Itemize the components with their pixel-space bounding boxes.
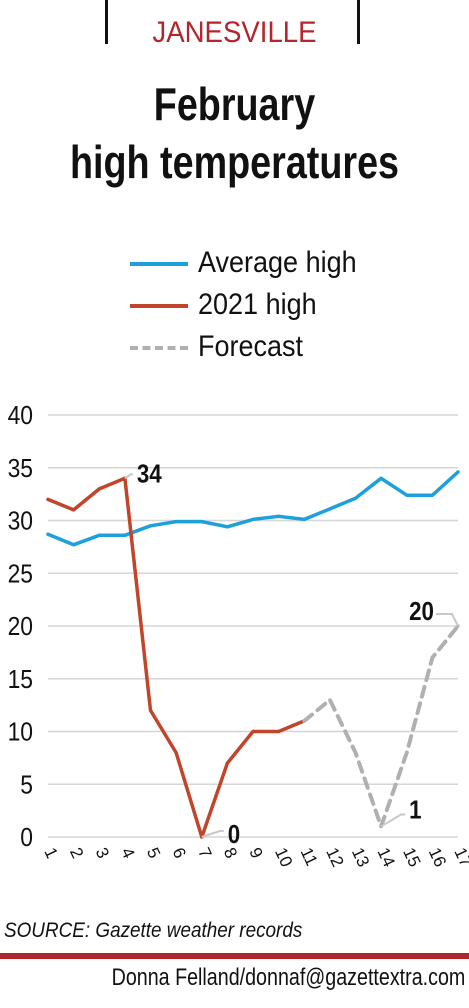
x-tick-label: 10 — [271, 845, 296, 870]
series-average-high-point — [225, 525, 229, 529]
x-tick-label: 14 — [373, 845, 398, 870]
series-2021-high-point — [46, 497, 50, 501]
legend-label-2021: 2021 high — [198, 288, 317, 321]
source-note: SOURCE: Gazette weather records — [4, 919, 303, 942]
data-label: 1 — [409, 796, 421, 825]
x-tick-label: 7 — [194, 845, 215, 862]
kicker-label: JANESVILLE — [152, 16, 317, 49]
x-tick-label: 11 — [297, 845, 322, 869]
legend-item-forecast: Forecast — [130, 328, 430, 370]
header: JANESVILLE — [0, 0, 469, 60]
x-tick-label: 4 — [117, 845, 138, 862]
series-2021-high-point — [251, 729, 255, 734]
series-average-high-point — [302, 517, 306, 522]
series-average-high-point — [148, 524, 153, 528]
series-2021-high-point — [148, 708, 153, 712]
legend: Average high 2021 high Forecast — [130, 244, 430, 370]
series-2021-high-point — [97, 487, 101, 491]
series-2021-high-point — [72, 508, 76, 512]
x-tick-label: 15 — [399, 845, 424, 870]
header-right-bracket — [357, 0, 360, 44]
header-left-bracket — [105, 0, 108, 44]
y-tick-label: 15 — [8, 665, 33, 694]
series-2021-high-point — [277, 729, 281, 734]
x-tick-label: 5 — [143, 845, 164, 862]
series-average-high-point — [174, 519, 178, 524]
legend-label-average: Average high — [198, 246, 357, 279]
x-tick-label: 13 — [348, 845, 373, 870]
x-tick-label: 6 — [168, 845, 189, 862]
series-2021-high-point — [225, 761, 229, 765]
legend-item-average: Average high — [130, 244, 430, 286]
series-forecast-point — [430, 656, 434, 660]
annotation-leader — [436, 613, 459, 627]
series-average-high-point — [405, 493, 409, 497]
annotation-leader — [380, 813, 406, 828]
legend-swatch-forecast — [130, 346, 188, 350]
series-forecast-point — [353, 751, 358, 755]
data-label: 34 — [137, 460, 162, 489]
x-tick-label: 16 — [425, 845, 450, 870]
legend-item-2021: 2021 high — [130, 286, 430, 328]
series-average-high-point — [72, 543, 76, 547]
annotation-leader — [124, 473, 133, 480]
footer-rule — [0, 953, 469, 959]
y-tick-label: 20 — [8, 613, 33, 642]
annotation-leader — [201, 830, 224, 838]
y-tick-label: 40 — [8, 402, 33, 431]
series-forecast-point — [302, 719, 306, 723]
series-average-high-point — [430, 493, 434, 497]
y-tick-label: 25 — [8, 560, 33, 589]
x-tick-label: 3 — [92, 845, 113, 862]
chart-title: February high temperatures — [42, 75, 427, 191]
series-average-high-point — [379, 476, 383, 480]
y-tick-label: 35 — [8, 454, 33, 483]
series-average-high-point — [456, 470, 460, 474]
series-average-high-point — [97, 533, 101, 537]
x-tick-label: 9 — [245, 845, 266, 862]
series-average-high-point — [251, 517, 255, 522]
series-average-high-point — [328, 507, 332, 511]
data-label: 20 — [409, 597, 434, 626]
series-forecast — [302, 624, 460, 829]
series-average-high-point — [200, 519, 204, 524]
y-tick-label: 10 — [8, 718, 33, 747]
x-tick-label: 12 — [322, 845, 347, 870]
series-average-high-point — [46, 532, 50, 536]
series-average-high-point — [353, 496, 358, 500]
data-label: 0 — [228, 820, 240, 849]
title-line-2: high temperatures — [69, 136, 400, 188]
y-tick-label: 0 — [20, 824, 33, 853]
x-tick-label: 2 — [66, 845, 87, 862]
series-average-high-point — [277, 514, 281, 518]
x-tick-label: 1 — [40, 845, 61, 862]
series-average-high-point — [123, 533, 127, 537]
credit-line: Donna Felland/donnaf@gazettextra.com — [111, 964, 465, 991]
legend-label-forecast: Forecast — [198, 330, 304, 363]
y-tick-label: 30 — [8, 507, 33, 536]
series-2021-high-point — [174, 751, 178, 755]
title-line-1: February — [153, 78, 316, 130]
series-forecast-point — [328, 698, 332, 702]
x-tick-label: 17 — [450, 845, 469, 870]
legend-swatch-average — [130, 262, 188, 266]
series-forecast-point — [405, 751, 409, 755]
series-2021-high — [46, 476, 307, 839]
legend-swatch-2021 — [130, 304, 188, 308]
y-tick-label: 5 — [20, 771, 33, 800]
